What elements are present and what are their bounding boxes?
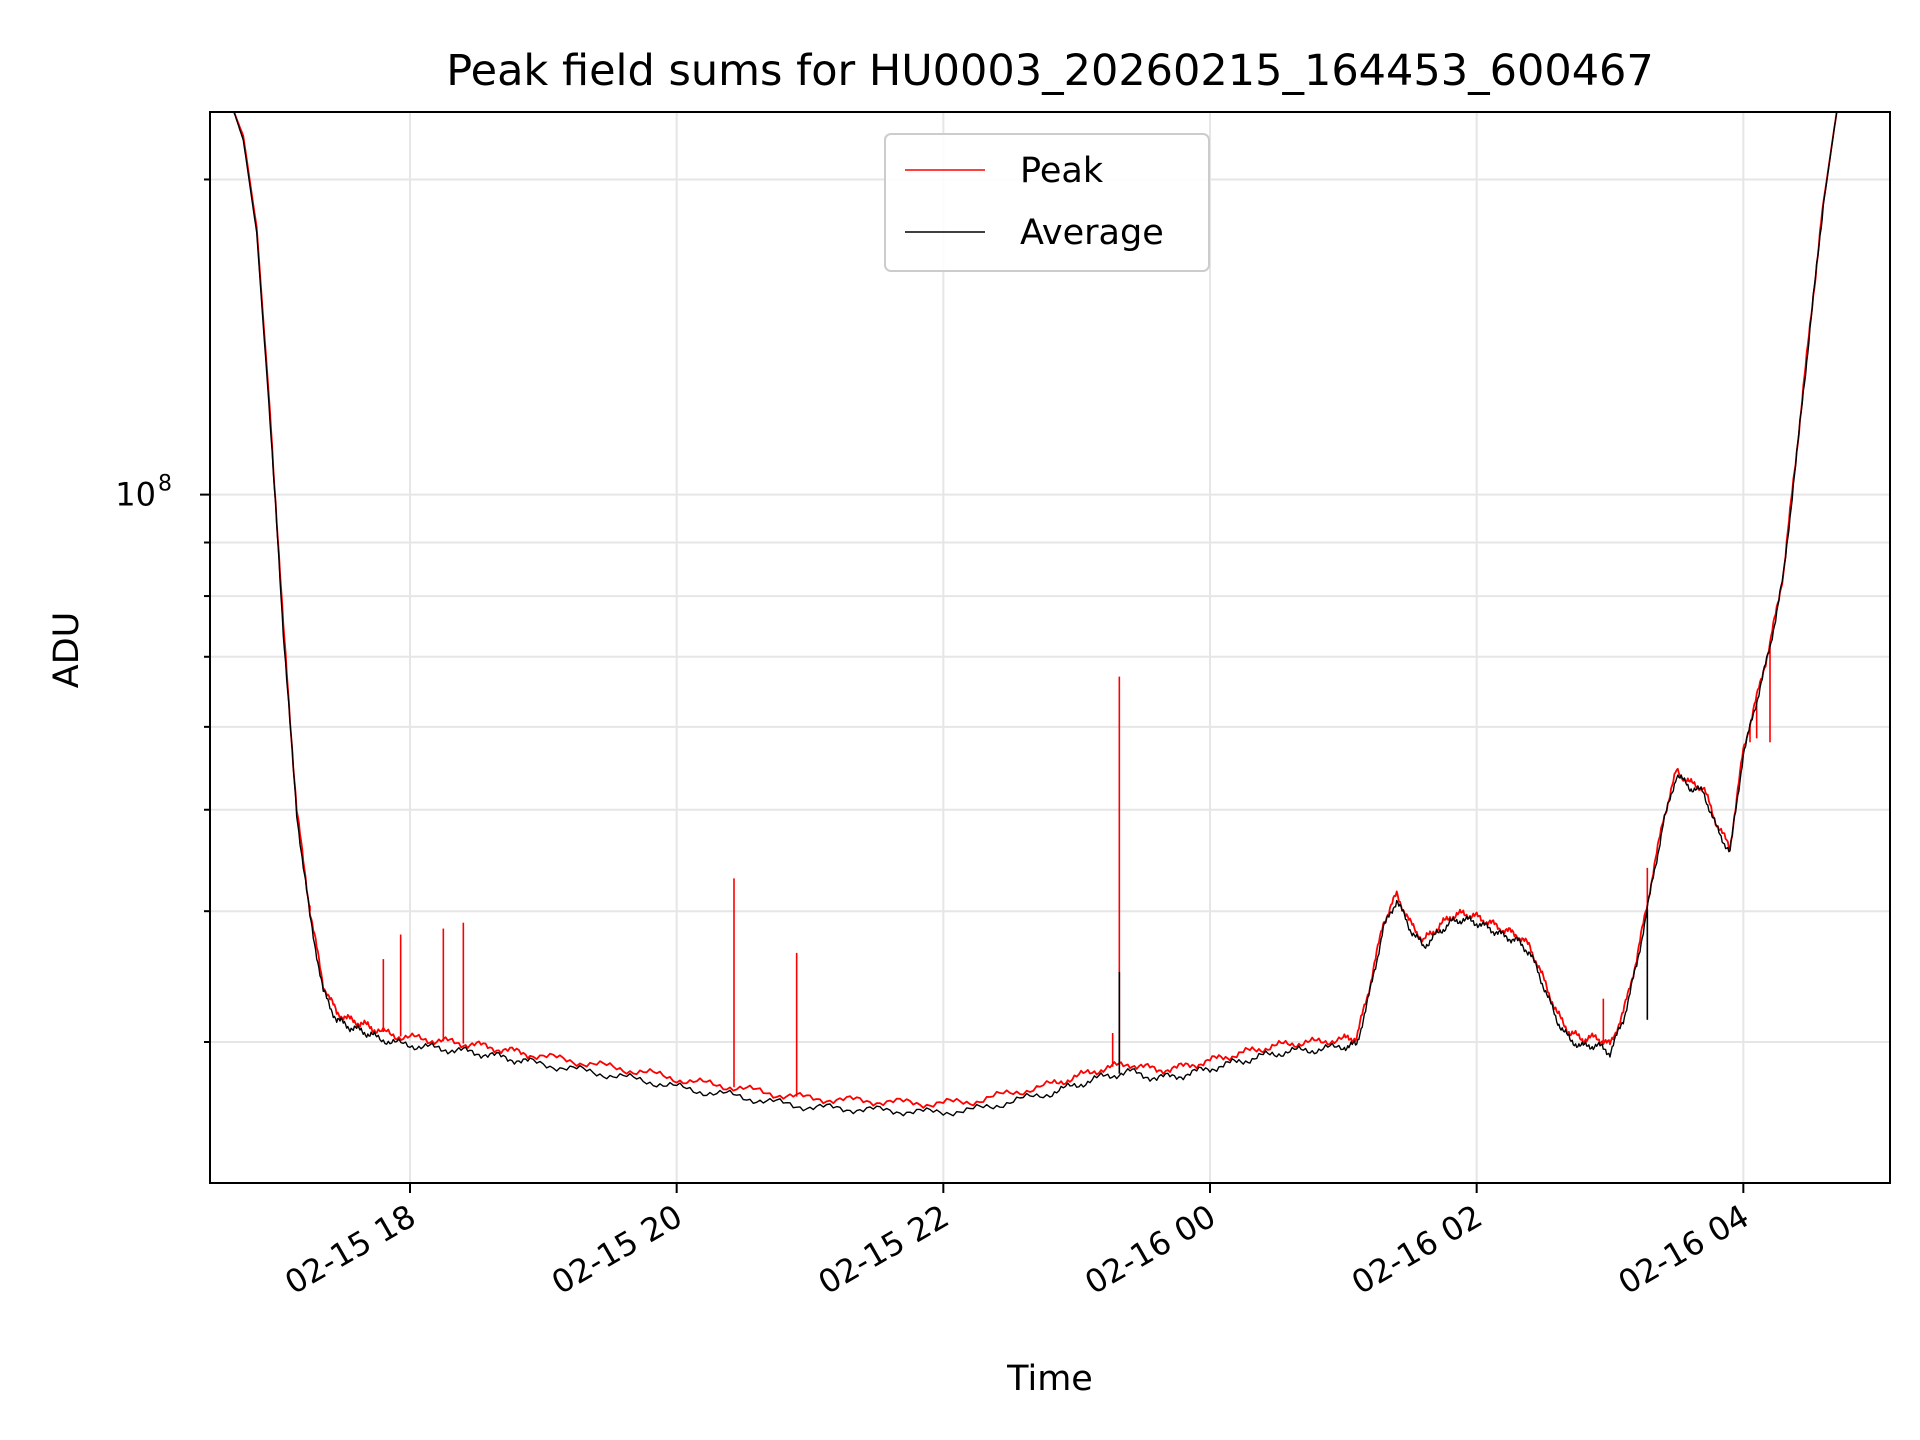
chart-title: Peak field sums for HU0003_20260215_1644… — [446, 46, 1654, 96]
y-tick-label-exponent: 8 — [158, 472, 172, 497]
y-tick-label: 10 — [115, 476, 156, 514]
legend-box — [884, 133, 1210, 272]
average-series-line — [233, 111, 1863, 1117]
plot-frame — [209, 111, 1891, 1184]
x-axis-label: Time — [1006, 1359, 1093, 1399]
legend-average-label: Average — [1020, 213, 1164, 253]
legend: Peak Average — [884, 133, 1210, 272]
y-axis-label: ADU — [47, 612, 87, 689]
series-layer — [233, 111, 1863, 1117]
legend-peak-label: Peak — [1020, 151, 1104, 191]
